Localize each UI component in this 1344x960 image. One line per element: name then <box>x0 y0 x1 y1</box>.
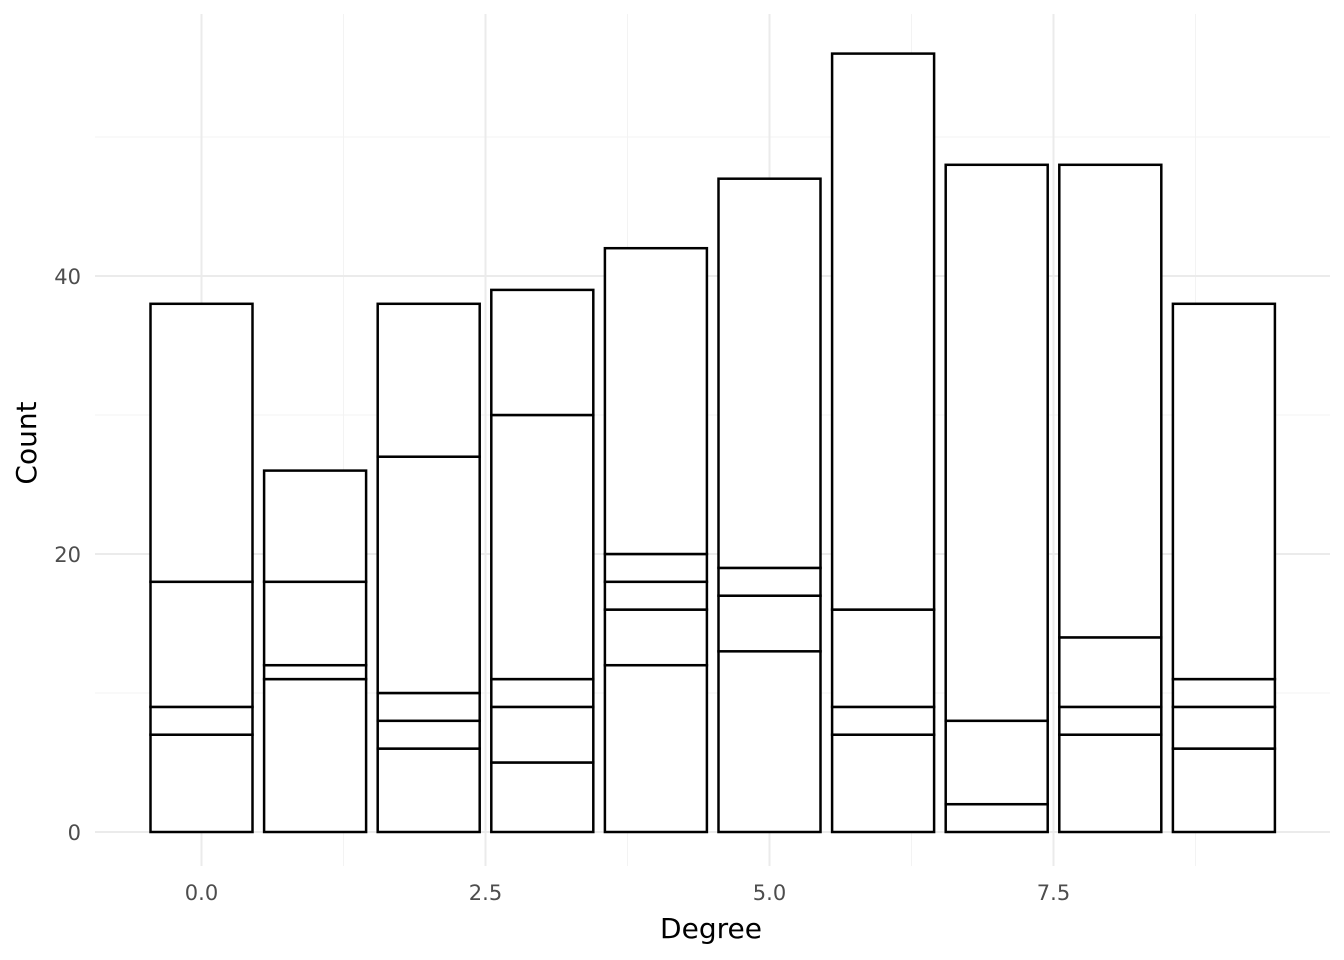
bar-segment <box>1171 747 1277 834</box>
bar-segment <box>376 691 481 723</box>
bar-segment <box>1058 733 1163 834</box>
bar-segment <box>1171 677 1277 709</box>
bar-segment <box>830 705 936 736</box>
bar-segment <box>717 594 822 653</box>
bar-segment <box>376 747 481 834</box>
bar-segment <box>1058 636 1163 709</box>
bar-segment <box>603 580 709 611</box>
bar-7 <box>944 163 1049 834</box>
bar-segment <box>717 566 822 597</box>
x-tick-label: 5.0 <box>753 881 786 905</box>
bar-segment <box>830 733 936 834</box>
bar-segment <box>944 802 1049 834</box>
bar-6 <box>830 52 936 834</box>
bar-segment <box>490 761 595 834</box>
bar-2 <box>376 302 481 834</box>
bar-segment <box>490 288 595 417</box>
bar-segment <box>376 455 481 695</box>
bars <box>149 52 1277 834</box>
bar-segment <box>262 663 368 681</box>
tick-labels: 0.0 2.5 5.0 7.5 0 20 40 <box>54 265 1070 905</box>
bar-segment <box>944 719 1049 806</box>
bar-segment <box>262 580 368 667</box>
bar-segment <box>490 705 595 764</box>
y-tick-label: 0 <box>68 821 81 845</box>
bar-segment <box>1058 705 1163 736</box>
bar-4 <box>603 246 709 834</box>
bar-segment <box>603 608 709 667</box>
bar-segment <box>603 663 709 834</box>
bar-segment <box>944 163 1049 723</box>
bar-8 <box>1058 163 1163 834</box>
bar-segment <box>376 302 481 458</box>
y-axis-title: Count <box>10 401 43 484</box>
bar-segment <box>490 413 595 681</box>
bar-segment <box>262 677 368 834</box>
bar-segment <box>262 469 368 584</box>
x-tick-label: 7.5 <box>1037 881 1070 905</box>
bar-segment <box>717 177 822 570</box>
bar-segment <box>603 552 709 584</box>
bar-3 <box>490 288 595 834</box>
bar-segment <box>149 302 254 584</box>
bar-segment <box>490 677 595 709</box>
bar-1 <box>262 469 368 834</box>
bar-segment <box>149 705 254 736</box>
bar-segment <box>717 650 822 834</box>
bar-segment <box>376 719 481 750</box>
bar-segment <box>830 608 936 709</box>
x-axis-title: Degree <box>660 912 762 945</box>
bar-9 <box>1171 302 1277 834</box>
bar-segment <box>149 580 254 709</box>
bar-segment <box>603 246 709 556</box>
bar-segment <box>1171 302 1277 681</box>
bar-segment <box>830 52 936 611</box>
y-tick-label: 20 <box>54 543 81 567</box>
bar-0 <box>149 302 254 834</box>
bar-segment <box>1171 705 1277 750</box>
bar-5 <box>717 177 822 834</box>
bar-segment <box>1058 163 1163 639</box>
bar-segment <box>149 733 254 834</box>
y-tick-label: 40 <box>54 265 81 289</box>
x-tick-label: 2.5 <box>469 881 502 905</box>
x-tick-label: 0.0 <box>185 881 218 905</box>
